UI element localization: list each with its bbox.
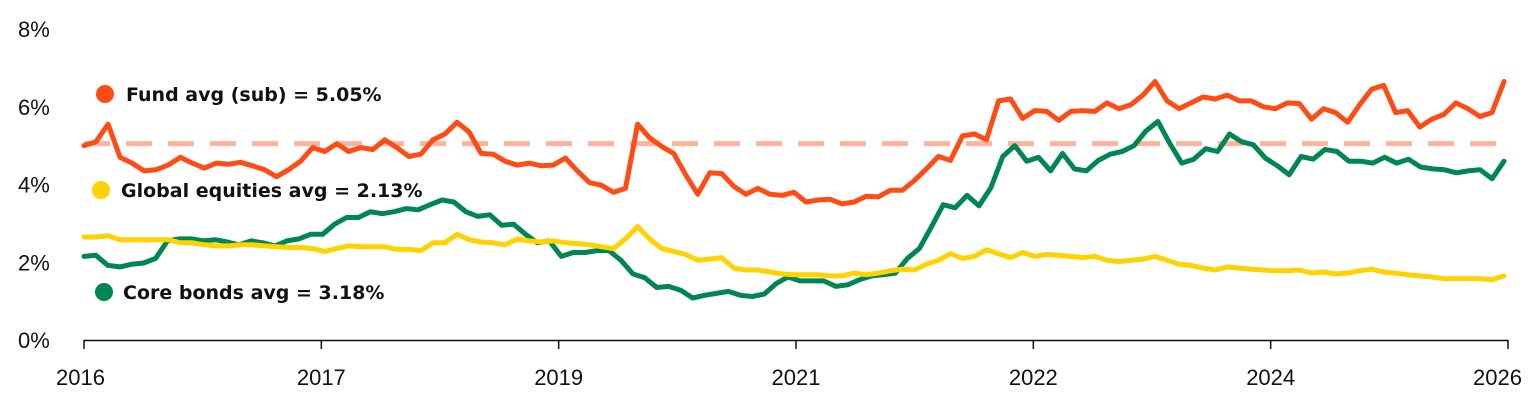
equities-legend-dot: [92, 181, 110, 199]
x-tick-label: 2016: [56, 365, 105, 390]
series-layer: [81, 79, 1507, 301]
x-tick-label: 2019: [534, 365, 583, 390]
x-tick-label: 2024: [1246, 365, 1295, 390]
bonds-legend-label: Core bonds avg = 3.18%: [123, 282, 384, 304]
x-tick-label: 2022: [1009, 365, 1058, 390]
fund-legend-label: Fund avg (sub) = 5.05%: [126, 84, 382, 106]
x-axis-ticks: 2016 2017 2019 2021 2022 2024 2026: [56, 340, 1522, 390]
x-tick-label: 2021: [772, 365, 821, 390]
y-axis-ticks: 0% 2% 4% 6% 8%: [18, 17, 50, 353]
bonds-legend-dot: [95, 283, 113, 301]
legend-item-bonds: Core bonds avg = 3.18%: [95, 282, 384, 304]
equities-legend-label: Global equities avg = 2.13%: [121, 180, 423, 202]
core-bonds-series-line: [81, 119, 1507, 301]
y-tick-label: 4%: [18, 173, 50, 198]
y-tick-label: 6%: [18, 95, 50, 120]
y-tick-label: 2%: [18, 250, 50, 275]
legend: Fund avg (sub) = 5.05% Global equities a…: [92, 84, 423, 304]
fund-series-line: [81, 79, 1507, 207]
y-tick-label: 0%: [18, 328, 50, 353]
x-tick-label: 2017: [297, 365, 346, 390]
global-equities-series-line: [81, 224, 1507, 283]
fund-legend-dot: [96, 85, 114, 103]
x-tick-label: 2026: [1473, 365, 1522, 390]
y-tick-label: 8%: [18, 17, 50, 42]
legend-item-fund: Fund avg (sub) = 5.05%: [96, 84, 382, 106]
legend-item-equities: Global equities avg = 2.13%: [92, 180, 423, 202]
